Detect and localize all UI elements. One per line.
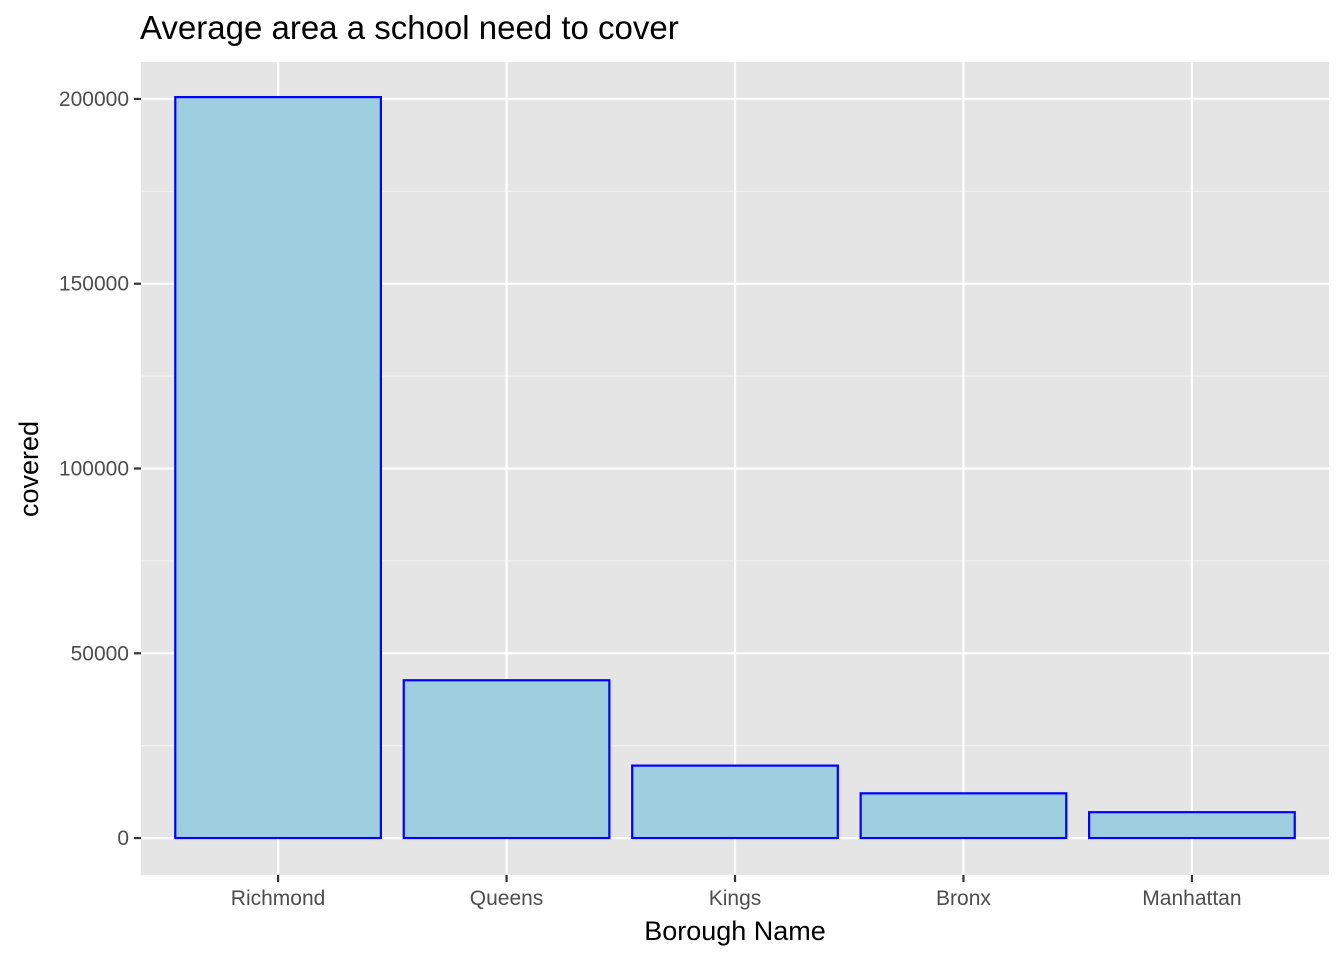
x-axis-title: Borough Name bbox=[644, 916, 826, 946]
chart-title: Average area a school need to cover bbox=[140, 9, 679, 46]
y-tick-label: 100000 bbox=[59, 458, 129, 481]
y-tick-label: 200000 bbox=[59, 88, 129, 111]
y-tick-label: 0 bbox=[117, 827, 129, 850]
bar-manhattan bbox=[1088, 811, 1296, 840]
y-axis-title: covered bbox=[14, 421, 44, 517]
x-tick-label: Manhattan bbox=[1142, 887, 1241, 910]
bar-queens bbox=[402, 679, 611, 840]
x-tick-label: Richmond bbox=[231, 887, 326, 910]
x-tick-label: Bronx bbox=[936, 887, 991, 910]
x-tick-label: Queens bbox=[470, 887, 544, 910]
y-tick-label: 150000 bbox=[59, 273, 129, 296]
bar-richmond bbox=[174, 96, 382, 840]
bar-bronx bbox=[859, 792, 1068, 840]
x-tick-label: Kings bbox=[709, 887, 762, 910]
x-axis: Richmond Queens Kings Bronx Manhattan bbox=[231, 875, 1242, 910]
bars bbox=[174, 96, 1296, 840]
y-tick-label: 50000 bbox=[71, 642, 129, 665]
y-axis: 0 50000 100000 150000 200000 bbox=[59, 88, 141, 850]
bar-kings bbox=[631, 764, 839, 840]
